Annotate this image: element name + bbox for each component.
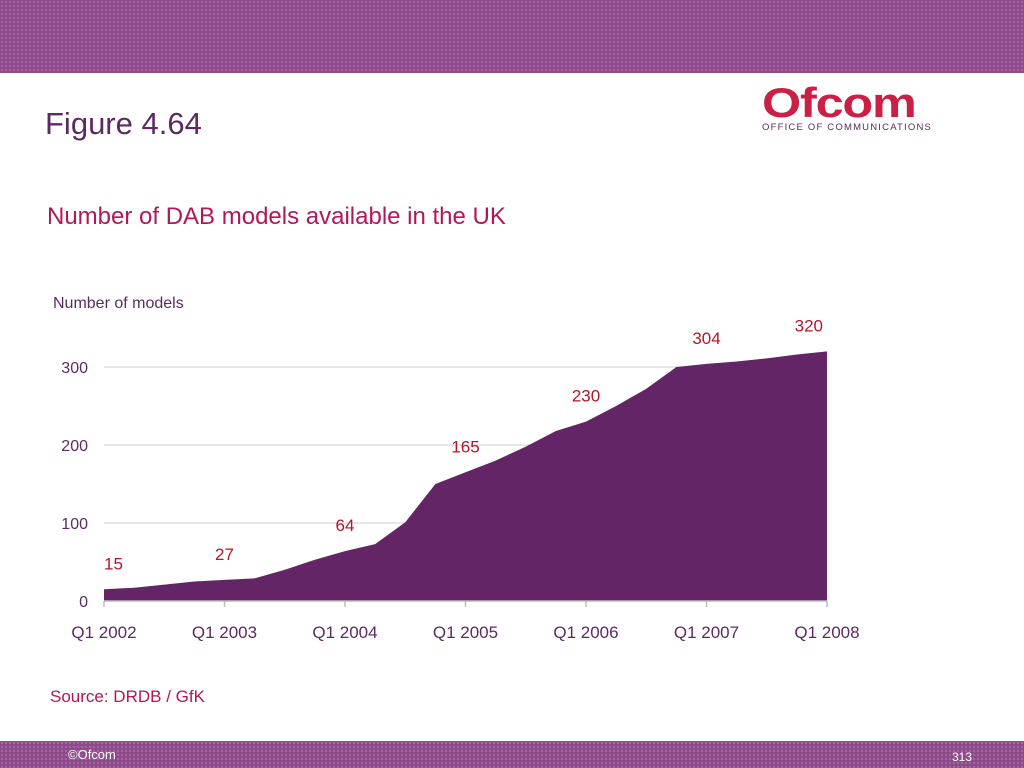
x-tick-label: Q1 2002 — [71, 623, 136, 642]
data-label: 27 — [215, 545, 234, 564]
x-tick-label: Q1 2008 — [794, 623, 859, 642]
logo-subtext: OFFICE OF COMMUNICATIONS — [762, 122, 933, 133]
area-series — [104, 351, 827, 601]
ofcom-logo: Ofcom OFFICE OF COMMUNICATIONS — [762, 82, 977, 134]
data-label: 320 — [795, 316, 823, 335]
y-axis-label: Number of models — [53, 295, 184, 312]
x-tick-label: Q1 2004 — [312, 623, 377, 642]
page-number: 313 — [952, 750, 973, 764]
data-label: 15 — [104, 554, 123, 573]
x-tick-label: Q1 2003 — [192, 623, 257, 642]
footer-band — [0, 741, 1024, 768]
data-label: 165 — [451, 437, 479, 456]
copyright-text: ©Ofcom — [68, 747, 116, 762]
figure-label: Figure 4.64 — [45, 106, 202, 141]
y-tick-label: 300 — [61, 360, 88, 377]
data-label: 304 — [692, 329, 720, 348]
y-tick-label: 200 — [61, 438, 88, 455]
x-tick-label: Q1 2006 — [553, 623, 618, 642]
y-tick-label: 0 — [79, 594, 88, 611]
chart-title: Number of DAB models available in the UK — [47, 203, 506, 230]
data-label: 230 — [572, 387, 600, 406]
logo-wordmark: Ofcom — [762, 79, 917, 126]
x-tick-label: Q1 2007 — [674, 623, 739, 642]
x-tick-label: Q1 2005 — [433, 623, 498, 642]
data-label: 64 — [336, 516, 355, 535]
y-tick-label: 100 — [61, 516, 88, 533]
header-band — [0, 0, 1024, 73]
source-note: Source: DRDB / GfK — [50, 687, 205, 706]
